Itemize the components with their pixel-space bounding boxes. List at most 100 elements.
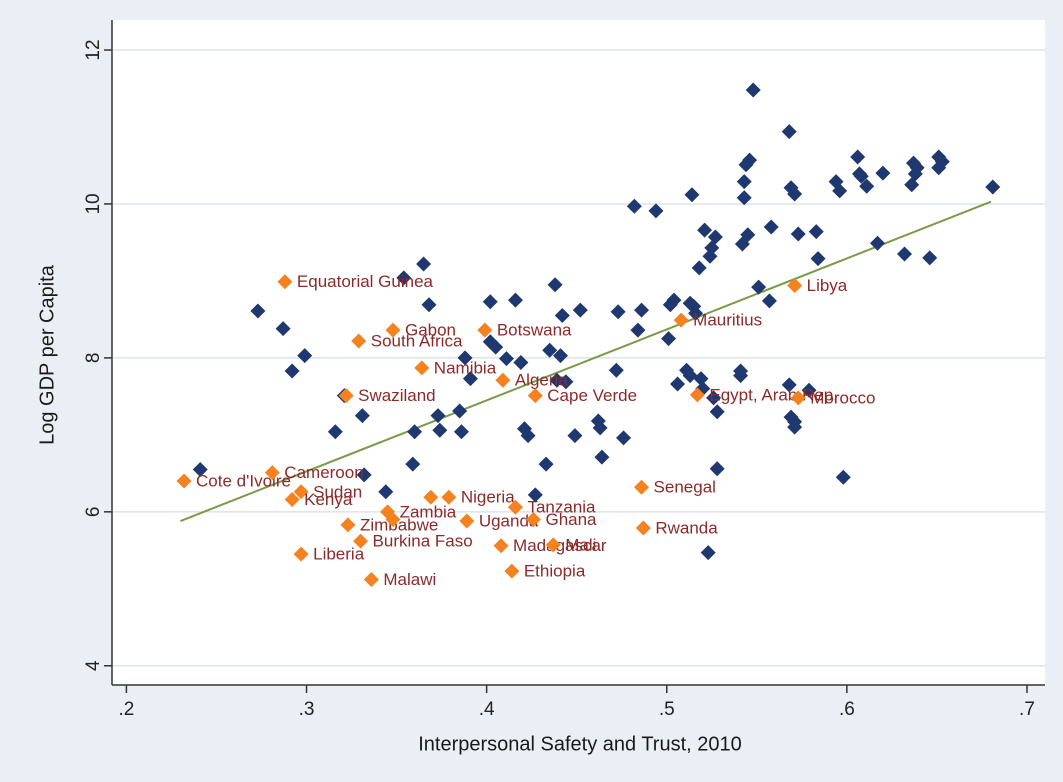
data-point: [416, 256, 432, 272]
data-point: [547, 277, 563, 293]
data-point: [284, 363, 300, 379]
data-point: [452, 403, 468, 419]
data-point: [736, 174, 752, 190]
point-label: Tanzania: [527, 498, 596, 517]
point-label: Senegal: [654, 478, 716, 497]
data-point: [751, 279, 767, 295]
data-point: [707, 229, 723, 245]
data-point: [661, 331, 677, 347]
x-tick-label: .5: [659, 699, 675, 720]
data-point: [736, 190, 752, 206]
data-point: [356, 467, 372, 483]
data-point: [709, 461, 725, 477]
data-point: [527, 388, 543, 404]
data-point: [385, 512, 401, 528]
data-point: [697, 222, 713, 238]
data-point: [250, 303, 266, 319]
data-point: [682, 368, 698, 384]
data-point: [353, 533, 369, 549]
data-point: [293, 546, 309, 562]
x-tick-label: .3: [299, 699, 315, 720]
data-point: [626, 198, 642, 214]
data-point: [634, 302, 650, 318]
data-point: [733, 368, 749, 384]
data-point: [477, 322, 493, 338]
data-point: [787, 186, 803, 202]
data-point: [430, 408, 446, 424]
data-point: [459, 513, 475, 529]
data-point: [380, 504, 396, 520]
data-point: [527, 487, 543, 503]
data-point: [691, 260, 707, 276]
y-tick-label: 10: [83, 193, 104, 214]
x-axis-label: Interpersonal Safety and Trust, 2010: [418, 733, 742, 755]
data-point: [385, 322, 401, 338]
point-label: Namibia: [434, 358, 497, 377]
data-point: [504, 563, 520, 579]
data-point: [354, 408, 370, 424]
data-point: [985, 179, 1001, 195]
data-point: [378, 484, 394, 500]
data-point: [558, 374, 574, 390]
data-point: [498, 351, 514, 367]
data-point: [414, 360, 430, 376]
data-point: [931, 160, 947, 176]
data-point: [835, 469, 851, 485]
data-point: [572, 302, 588, 318]
point-label: Gabon: [405, 321, 456, 340]
data-point: [745, 82, 761, 98]
data-point: [781, 377, 797, 393]
data-point: [922, 250, 938, 266]
point-label: Swaziland: [358, 386, 436, 405]
data-point: [706, 390, 722, 406]
plot-area: [112, 20, 1045, 685]
data-point: [787, 414, 803, 430]
data-point: [853, 168, 869, 184]
data-point: [688, 305, 704, 321]
data-point: [787, 278, 803, 294]
data-point: [801, 382, 817, 398]
data-point: [666, 292, 682, 308]
point-label: Morocco: [810, 388, 875, 407]
point-label: Ethiopia: [524, 562, 586, 581]
data-point: [740, 227, 756, 243]
data-point: [610, 304, 626, 320]
data-point: [264, 465, 280, 481]
point-label: Burkina Faso: [373, 532, 473, 551]
data-point: [850, 149, 866, 165]
data-point: [761, 293, 777, 309]
data-point: [810, 251, 826, 267]
data-point: [421, 297, 437, 313]
data-point: [700, 545, 716, 561]
data-point: [275, 321, 291, 337]
data-point: [340, 517, 356, 533]
data-point: [630, 322, 646, 338]
data-point: [538, 456, 554, 472]
y-tick-label: 4: [83, 660, 104, 671]
data-point: [507, 499, 523, 515]
point-label: Malawi: [383, 570, 436, 589]
data-point: [297, 348, 313, 364]
point-label: Egypt, Arab Rep.: [709, 385, 838, 404]
data-point: [351, 333, 367, 349]
data-point: [781, 124, 797, 140]
point-label: Cote d'Ivoire: [196, 472, 291, 491]
data-point: [520, 428, 536, 444]
point-label: Liberia: [313, 545, 365, 564]
data-point: [542, 342, 558, 358]
data-point: [462, 371, 478, 387]
data-point: [670, 376, 686, 392]
data-point: [897, 246, 913, 262]
point-label: Algeria: [515, 371, 568, 390]
data-point: [441, 489, 457, 505]
data-point: [709, 404, 725, 420]
point-label: Rwanda: [655, 518, 718, 537]
data-point: [482, 294, 498, 310]
point-label: Botswana: [497, 321, 572, 340]
data-point: [909, 160, 925, 176]
data-point: [495, 372, 511, 388]
data-point: [648, 203, 664, 219]
data-point: [592, 420, 608, 436]
